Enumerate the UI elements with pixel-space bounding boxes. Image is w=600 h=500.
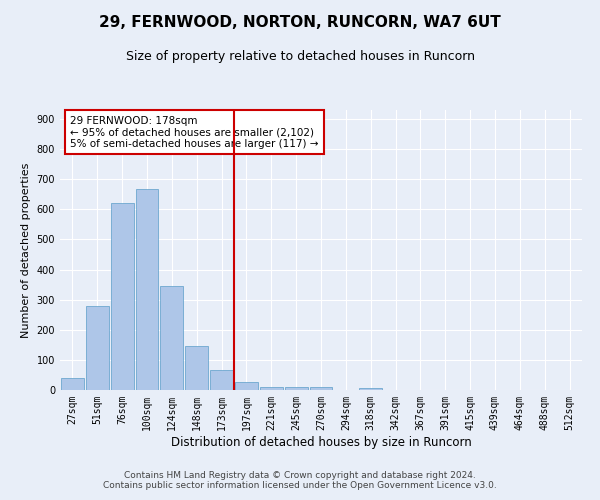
Bar — [61, 378, 84, 390]
Text: 29 FERNWOOD: 178sqm
← 95% of detached houses are smaller (2,102)
5% of semi-deta: 29 FERNWOOD: 178sqm ← 95% of detached ho… — [70, 116, 319, 149]
Bar — [160, 286, 183, 390]
Bar — [185, 346, 208, 390]
Bar — [260, 386, 283, 390]
Bar — [136, 189, 158, 390]
Y-axis label: Number of detached properties: Number of detached properties — [21, 162, 31, 338]
Bar — [235, 382, 258, 390]
Bar — [111, 204, 134, 390]
Text: 29, FERNWOOD, NORTON, RUNCORN, WA7 6UT: 29, FERNWOOD, NORTON, RUNCORN, WA7 6UT — [99, 15, 501, 30]
Bar — [310, 387, 332, 390]
Bar — [285, 387, 308, 390]
Bar — [86, 306, 109, 390]
X-axis label: Distribution of detached houses by size in Runcorn: Distribution of detached houses by size … — [170, 436, 472, 448]
Bar — [210, 370, 233, 390]
Bar — [359, 388, 382, 390]
Text: Contains HM Land Registry data © Crown copyright and database right 2024.
Contai: Contains HM Land Registry data © Crown c… — [103, 470, 497, 490]
Text: Size of property relative to detached houses in Runcorn: Size of property relative to detached ho… — [125, 50, 475, 63]
